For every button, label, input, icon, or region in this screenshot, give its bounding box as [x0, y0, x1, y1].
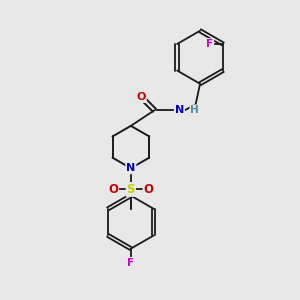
- Text: F: F: [127, 258, 134, 268]
- Text: O: O: [108, 183, 118, 196]
- Text: H: H: [190, 105, 199, 115]
- Text: N: N: [126, 163, 136, 173]
- Text: O: O: [143, 183, 154, 196]
- Text: F: F: [206, 39, 213, 49]
- Text: N: N: [175, 105, 184, 115]
- Text: S: S: [127, 183, 135, 196]
- Text: O: O: [136, 92, 146, 102]
